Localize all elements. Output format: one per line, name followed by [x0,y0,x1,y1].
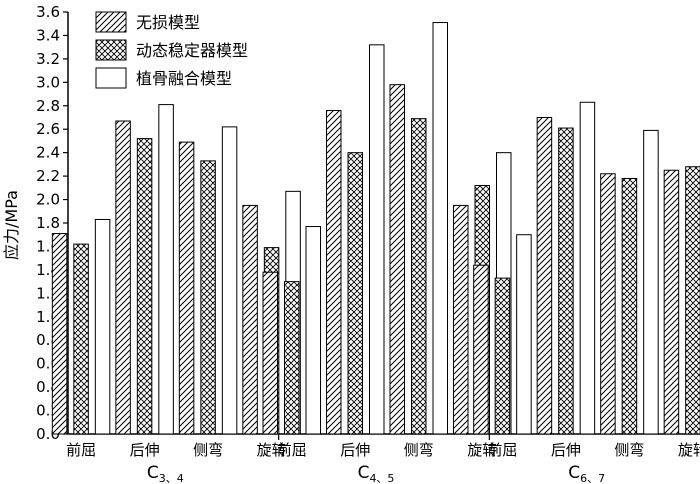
bar [473,264,489,435]
group-label-subscript: 4、5 [369,472,394,484]
y-tick-label: 2.8 [36,97,60,115]
legend-label: 植骨融合模型 [136,69,232,88]
group-label: C6、7 [568,463,605,484]
group-label-main: C [568,463,580,483]
bar [347,152,363,435]
y-axis-label: 应力/MPa [2,190,21,260]
bar [643,129,659,435]
legend-swatch [95,39,127,61]
category-label: 后伸 [340,441,370,459]
category-label: 后伸 [551,441,581,459]
group-label-subscript: 3、4 [159,472,184,484]
bar [536,117,553,435]
bar [432,22,448,435]
y-tick-label: 3.4 [36,26,60,44]
bar [73,243,89,435]
y-tick-label: 1.8 [36,214,60,232]
category-label: 旋转 [678,441,700,459]
bar [284,281,300,435]
category-label: 后伸 [130,441,160,459]
y-tick-label: 3.2 [36,50,60,68]
bar [221,126,238,435]
bar [558,127,574,435]
bar [369,44,385,435]
bar [494,277,511,435]
bar [600,173,616,435]
group-label: C4、5 [358,463,395,484]
bar [579,101,596,435]
y-tick-label: 3.6 [36,3,60,21]
y-tick-label: 3.0 [36,73,60,91]
bar [115,120,131,435]
bar [621,177,638,435]
y-tick-label: 2.4 [36,144,60,162]
category-label: 旋转 [467,441,497,459]
legend-swatch [95,11,127,33]
category-label: 前屈 [277,441,307,459]
legend-label: 动态稳定器模型 [136,41,248,60]
legend-label: 无损模型 [136,13,200,32]
bar [453,204,469,435]
bar [326,109,342,435]
group-label-main: C [358,463,370,483]
bar [94,218,111,435]
bar [178,141,195,435]
bar [136,138,153,435]
category-label: 旋转 [257,441,287,459]
legend-swatch [95,67,127,89]
y-tick-label: 2.6 [36,120,60,138]
bar [158,104,174,435]
category-label: 侧弯 [404,441,434,459]
bar [262,271,278,435]
group-label-subscript: 6、7 [580,472,605,484]
bar [389,84,405,435]
bar [200,160,216,435]
bar [242,204,258,435]
bar [51,233,68,435]
y-tick-label: 2.0 [36,191,60,209]
category-label: 前屈 [487,441,517,459]
category-label: 侧弯 [614,441,644,459]
bar [305,226,321,435]
bar [685,166,700,435]
y-tick-label: 2.2 [36,167,60,185]
bar [411,118,427,435]
category-label: 侧弯 [193,441,223,459]
group-label-main: C [147,463,159,483]
group-label: C3、4 [147,463,184,484]
bar [663,169,680,435]
bar [516,234,532,435]
plot-area: 0.00.20.40.60.81.01.21.41.61.82.02.22.42… [36,3,700,484]
category-label: 前屈 [66,441,96,459]
